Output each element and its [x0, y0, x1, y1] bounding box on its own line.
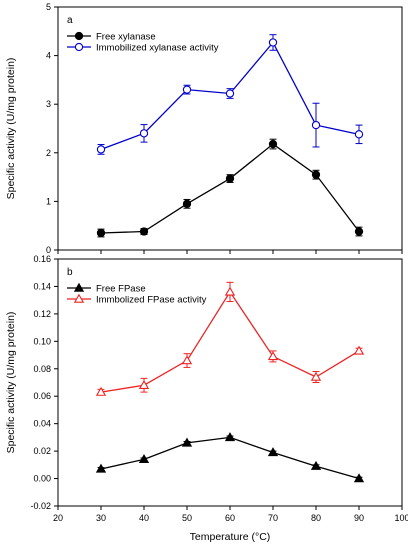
data-point	[353, 473, 365, 483]
y-tick-label: -0.02	[30, 501, 51, 511]
y-tick-label: 5	[46, 2, 51, 12]
y-tick-label: 3	[46, 99, 51, 109]
x-tick-label: 60	[225, 513, 235, 523]
series-line	[100, 290, 360, 393]
x-tick-label: 80	[311, 513, 321, 523]
data-point	[267, 351, 279, 361]
y-tick-label: 0.00	[33, 474, 51, 484]
data-point	[139, 227, 149, 236]
data-point	[138, 454, 150, 464]
y-tick-label: 4	[46, 51, 51, 61]
data-point	[95, 386, 107, 396]
data-point	[225, 89, 235, 98]
data-point	[354, 130, 364, 139]
data-point	[268, 139, 278, 149]
y-tick-label: 0.10	[33, 336, 51, 346]
legend-label: Immbolized FPase activity	[96, 295, 207, 306]
y-tick-label: 0.16	[33, 254, 51, 264]
legend-label: Free FPase	[96, 284, 146, 295]
legend-label: Immobilized xylanase activity	[96, 43, 219, 54]
legend-marker	[73, 293, 85, 303]
x-tick-label: 30	[96, 513, 106, 523]
data-point	[311, 120, 321, 130]
data-point	[138, 379, 150, 389]
y-tick-label: 0.04	[33, 419, 51, 429]
data-point	[267, 447, 279, 457]
panel-b-chart: 20 30 40 50 60 70 80 90 100 -0.02 0.00 0.02 0.04 0.06…	[5, 254, 408, 523]
y-tick-label: 1	[46, 196, 51, 206]
data-point	[181, 355, 193, 365]
legend-marker	[74, 31, 84, 41]
y-tick-label: 0.12	[33, 309, 51, 319]
data-point	[224, 432, 236, 442]
data-point	[182, 199, 192, 208]
data-point	[268, 38, 278, 47]
data-point	[96, 145, 106, 154]
x-tick-label: 70	[268, 513, 278, 523]
data-point	[310, 371, 322, 381]
series-line	[100, 143, 360, 234]
data-point	[353, 345, 365, 355]
y-tick-label: 2	[46, 148, 51, 158]
x-tick-label: 20	[53, 513, 63, 523]
y-tick-label: 0	[46, 245, 51, 255]
data-point	[310, 460, 322, 470]
data-point	[139, 129, 149, 138]
x-tick-label: 100	[394, 513, 408, 523]
legend-label: Free xylanase	[96, 32, 156, 43]
panel-letter: b	[67, 267, 73, 278]
y-axis-title: Specific activity (U/mg protein)	[5, 312, 17, 454]
data-point	[224, 286, 236, 296]
data-point	[354, 227, 364, 236]
x-tick-label: 40	[139, 513, 149, 523]
x-axis-title: Temperature (°C)	[190, 531, 271, 543]
x-tick-label: 50	[182, 513, 192, 523]
data-point	[181, 437, 193, 447]
data-point	[96, 228, 106, 238]
y-axis-title: Specific activity (U/mg protein)	[5, 58, 17, 200]
series-line	[100, 436, 360, 480]
panel-a-chart: 0 1 2 3 4 5 Specific activity (U/mg protein) a F…	[5, 2, 403, 255]
data-point	[182, 85, 192, 94]
data-point	[311, 170, 321, 179]
y-tick-label: 0.06	[33, 391, 51, 401]
legend-marker	[73, 282, 85, 292]
data-point	[225, 174, 235, 183]
data-point	[95, 463, 107, 473]
legend-marker	[74, 42, 84, 52]
panel-letter: a	[67, 15, 73, 26]
y-tick-label: 0.08	[33, 364, 51, 374]
y-tick-label: 0.02	[33, 446, 51, 456]
y-tick-label: 0.14	[33, 281, 51, 291]
x-tick-label: 90	[354, 513, 364, 523]
